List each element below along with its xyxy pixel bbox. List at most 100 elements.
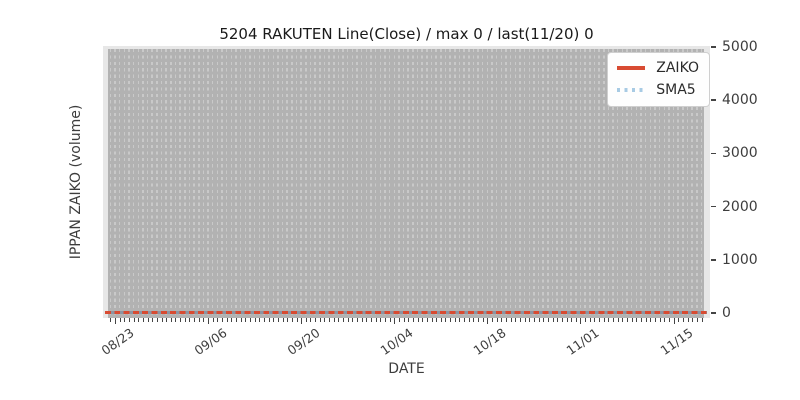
vertical-gridline [156,49,158,318]
vertical-gridline [314,49,316,318]
x-minor-tick [384,318,386,322]
vertical-gridline [477,49,479,318]
vertical-gridline [495,49,498,318]
x-major-tick [487,318,489,324]
vertical-gridline [682,49,684,318]
vertical-gridline [589,49,591,318]
y-tick-label: 0 [722,305,731,321]
legend-item-sma5: SMA5 [617,83,699,97]
vertical-gridline [426,49,428,318]
vertical-gridline [407,49,409,318]
x-minor-tick [236,318,237,322]
x-minor-tick [138,318,140,322]
vertical-gridline [137,49,139,318]
vertical-gridline [221,49,223,318]
plot-area: ZAIKO SMA5 [103,46,710,318]
vertical-gridline [305,49,307,318]
x-minor-tick [515,318,517,322]
x-minor-tick [585,318,587,322]
x-minor-tick [468,318,470,322]
vertical-gridline [263,49,265,318]
x-minor-tick [142,318,144,322]
vertical-gridline [230,49,233,318]
vertical-gridline [249,49,251,318]
vertical-gridline [174,49,177,318]
vertical-gridline [291,49,293,318]
vertical-gridline [468,49,470,318]
vertical-gridline [533,49,535,318]
x-minor-tick [268,318,270,322]
x-tick-label: 08/23 [98,325,137,358]
vertical-gridline [123,49,126,318]
x-minor-tick [454,318,456,322]
vertical-gridline [691,49,693,318]
vertical-gridline [342,49,344,318]
vertical-gridline [598,49,600,318]
y-tick-mark [711,152,716,155]
vertical-gridline [570,49,572,318]
x-minor-tick [478,318,480,322]
x-minor-tick [254,318,256,322]
vertical-gridline [211,49,214,318]
x-minor-tick [338,318,340,322]
x-minor-tick [189,318,191,322]
vertical-gridline [440,49,442,318]
x-minor-tick [212,318,214,322]
x-minor-tick [324,318,326,322]
x-minor-tick [110,318,112,322]
x-minor-tick [603,318,605,322]
vertical-gridline [267,49,270,318]
vertical-gridline [500,49,503,318]
x-minor-tick [273,318,275,322]
x-minor-tick [664,318,666,322]
vertical-gridline [337,49,340,318]
x-minor-tick [119,318,121,322]
x-minor-tick [608,318,610,322]
vertical-gridline [374,49,377,318]
x-minor-tick [533,318,535,322]
vertical-gridline [370,49,372,318]
vertical-gridline [346,49,349,318]
vertical-gridline [207,49,209,318]
x-minor-tick [519,318,521,322]
vertical-gridline [379,49,382,318]
x-minor-tick [282,318,284,322]
vertical-gridline [565,49,568,318]
vertical-gridline [151,49,153,318]
vertical-gridline [584,49,586,318]
vertical-gridline [509,49,512,318]
x-minor-tick [627,318,629,322]
x-minor-tick [398,318,400,322]
vertical-gridline [365,49,368,318]
vertical-gridline [356,49,358,318]
vertical-gridline [328,49,330,318]
vertical-gridline [216,49,219,318]
x-minor-tick [692,318,694,322]
x-minor-tick [329,318,331,322]
x-minor-tick [668,318,670,322]
x-minor-tick [524,318,526,322]
chart-title: 5204 RAKUTEN Line(Close) / max 0 / last(… [219,25,594,43]
x-minor-tick [654,318,656,322]
x-minor-tick [496,318,498,322]
x-minor-tick [613,318,615,322]
vertical-gridline [193,49,195,318]
x-minor-tick [333,318,335,322]
x-axis-label: DATE [388,361,425,377]
x-minor-tick [389,318,391,322]
vertical-gridline [421,49,423,318]
vertical-gridline [616,49,619,318]
x-minor-tick [198,318,200,322]
vertical-gridline [672,49,675,318]
x-minor-tick [245,318,247,322]
y-tick-mark [711,46,716,48]
x-minor-tick [412,318,414,322]
vertical-gridline [300,49,302,318]
vertical-gridline [454,49,456,318]
vertical-gridline [449,49,451,318]
x-tick-label: 11/15 [657,325,696,358]
x-minor-tick [231,318,233,322]
x-minor-tick [501,318,503,322]
x-minor-tick [506,318,507,322]
